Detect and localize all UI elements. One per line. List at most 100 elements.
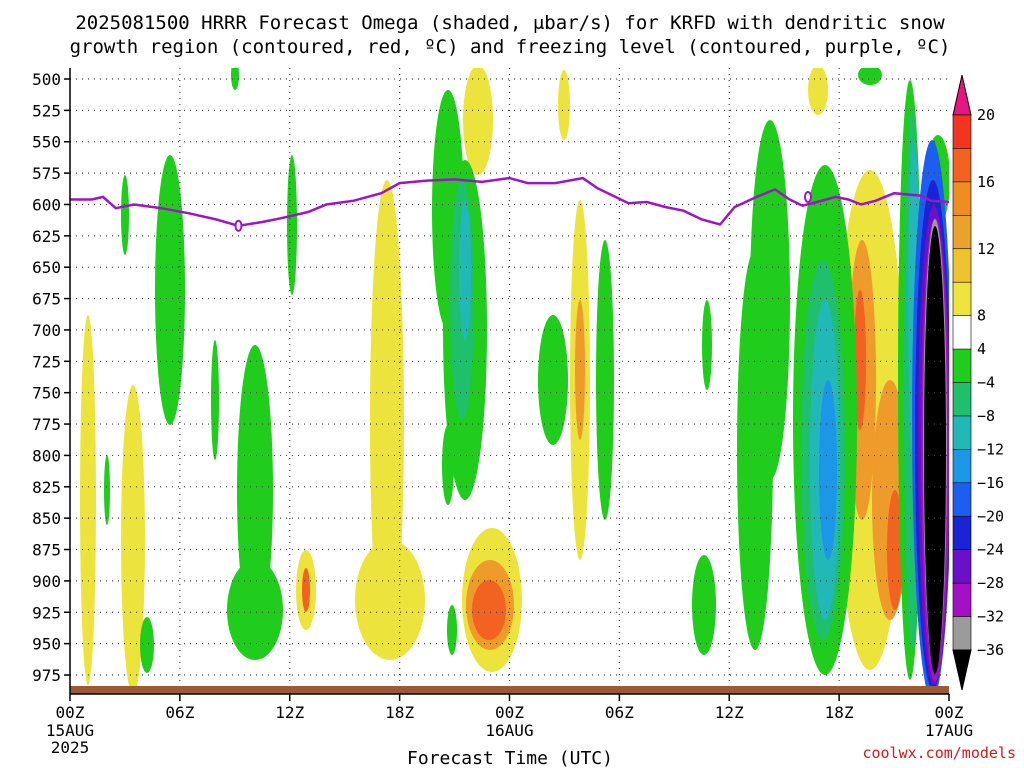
colorbar-segment — [952, 415, 972, 451]
colorbar-segment — [952, 114, 972, 150]
colorbar-label: −20 — [977, 507, 1004, 525]
omega-region — [692, 555, 716, 655]
omega-region — [80, 315, 96, 685]
omega-region — [924, 226, 946, 674]
omega-region — [121, 385, 145, 694]
chart-title-line-1: 2025081500 HRRR Forecast Omega (shaded, … — [75, 12, 945, 34]
colorbar-segment — [952, 449, 972, 484]
colorbar-label: −8 — [977, 407, 995, 425]
omega-region — [854, 290, 866, 430]
y-tick-label: 625 — [32, 227, 61, 246]
colorbar-segment — [952, 348, 972, 384]
omega-region — [104, 455, 110, 525]
colorbar-label: 16 — [977, 173, 995, 191]
y-tick-label: 525 — [32, 101, 61, 120]
omega-region — [121, 175, 129, 255]
omega-region — [302, 568, 310, 612]
omega-region — [887, 490, 903, 610]
y-tick-label: 875 — [32, 541, 61, 560]
omega-region — [227, 560, 283, 660]
colorbar-segment — [952, 215, 972, 250]
omega-region — [558, 70, 570, 140]
y-tick-label: 700 — [32, 321, 61, 340]
y-tick-label: 800 — [32, 446, 61, 465]
colorbar-lower-tip — [952, 649, 972, 691]
freezing-level-label — [803, 190, 812, 203]
chart-title-line-2: growth region (contoured, red, ºC) and f… — [70, 36, 951, 58]
x-tick-label: 00Z — [935, 703, 964, 722]
freezing-level-contour — [70, 176, 949, 228]
colorbar: 20 16 12 8 4 −4 −8 −12 −16 −20 −24 −28 −32 −36 — [952, 74, 1004, 691]
x-date-label: 17AUG — [925, 721, 973, 740]
y-tick-label: 500 — [32, 70, 61, 89]
omega-region — [355, 540, 425, 660]
omega-region — [287, 155, 297, 295]
y-tick-label: 975 — [32, 666, 61, 685]
omega-region — [472, 580, 506, 640]
omega-region — [808, 68, 828, 115]
x-tick-label: 00Z — [495, 703, 524, 722]
colorbar-segment — [952, 549, 972, 584]
y-tick-label: 725 — [32, 352, 61, 371]
x-date-label: 2025 — [51, 738, 90, 757]
y-tick-label: 925 — [32, 603, 61, 622]
x-tick-label: 06Z — [605, 703, 634, 722]
colorbar-label: 4 — [977, 340, 986, 358]
omega-region — [858, 68, 882, 85]
omega-region — [370, 180, 404, 660]
x-tick-label: 12Z — [715, 703, 744, 722]
x-tick-label: 06Z — [165, 703, 194, 722]
x-tick-label: 12Z — [275, 703, 304, 722]
y-tick-label: 750 — [32, 384, 61, 403]
y-tick-label: 675 — [32, 290, 61, 309]
freezing-level-label — [234, 219, 243, 232]
colorbar-label: 8 — [977, 307, 986, 325]
colorbar-label: 12 — [977, 240, 995, 258]
omega-region — [819, 380, 837, 560]
y-tick-label: 550 — [32, 133, 61, 152]
omega-region — [463, 68, 493, 175]
freezing-level-labels — [234, 190, 812, 232]
colorbar-segment — [952, 315, 972, 350]
colorbar-label: −32 — [977, 608, 1004, 626]
ground-surface — [70, 686, 949, 694]
colorbar-segment — [952, 482, 972, 518]
colorbar-segment — [952, 248, 972, 283]
omega-region — [596, 240, 614, 520]
y-tick-label: 950 — [32, 635, 61, 654]
y-tick-label: 900 — [32, 572, 61, 591]
omega-region — [442, 425, 454, 505]
x-date-label: 15AUG — [46, 721, 94, 740]
x-axis-ticks: 00Z 06Z 12Z 18Z 00Z 06Z 12Z 18Z 00Z15AUG202516AU… — [46, 694, 973, 757]
colorbar-segment — [952, 181, 972, 217]
y-tick-label: 575 — [32, 164, 61, 183]
omega-region — [575, 300, 585, 440]
colorbar-label: −16 — [977, 474, 1004, 492]
colorbar-label: −12 — [977, 440, 1004, 458]
colorbar-segment — [952, 515, 972, 551]
omega-region — [231, 68, 239, 90]
x-tick-label: 18Z — [385, 703, 414, 722]
omega-region — [538, 315, 568, 445]
omega-region — [702, 300, 712, 390]
colorbar-label: −4 — [977, 374, 995, 392]
x-tick-label: 18Z — [825, 703, 854, 722]
colorbar-segment — [952, 382, 972, 417]
colorbar-segment — [952, 281, 972, 317]
omega-region — [447, 605, 457, 655]
y-tick-label: 775 — [32, 415, 61, 434]
colorbar-segment — [952, 148, 972, 183]
x-tick-label: 00Z — [56, 703, 85, 722]
omega-region — [237, 345, 273, 635]
y-tick-label: 825 — [32, 478, 61, 497]
x-date-label: 16AUG — [485, 721, 533, 740]
colorbar-segment — [952, 616, 972, 651]
omega-region — [211, 340, 219, 460]
y-tick-label: 650 — [32, 258, 61, 277]
x-axis-title: Forecast Time (UTC) — [407, 748, 613, 768]
credit-text: coolwx.com/models — [862, 744, 1016, 762]
omega-region — [737, 250, 773, 650]
colorbar-label: 20 — [977, 106, 995, 124]
y-tick-label: 850 — [32, 509, 61, 528]
